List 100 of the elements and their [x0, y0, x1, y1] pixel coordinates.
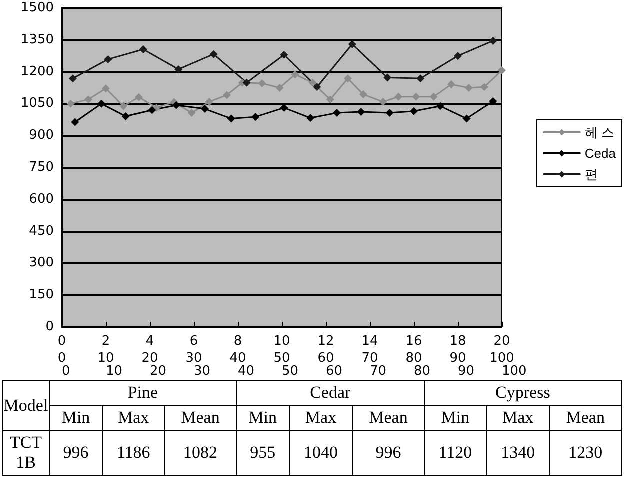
point: [359, 90, 368, 99]
text: 40: [230, 351, 246, 366]
x2-tick-label: 100: [502, 364, 527, 379]
text: 10: [98, 351, 114, 366]
point: [210, 50, 218, 58]
point: [394, 92, 403, 101]
point: [227, 114, 236, 123]
point: [498, 66, 506, 75]
point: [480, 83, 488, 92]
x-tick-label: 2: [102, 334, 110, 349]
y-tick-label: 450: [29, 224, 54, 239]
text: Min: [424, 406, 486, 430]
point: [242, 78, 251, 87]
point: [102, 84, 110, 93]
point: [280, 51, 288, 59]
point: [412, 92, 420, 101]
point: [308, 78, 317, 87]
point: [205, 98, 214, 106]
text: 70: [362, 351, 378, 366]
text: TCT 1B: [2, 430, 50, 476]
text: 90: [450, 351, 466, 366]
x-tick-label: 20: [494, 334, 510, 349]
x-tick-label: 0: [58, 334, 66, 349]
text: Mean: [164, 406, 236, 430]
point: [462, 114, 471, 123]
y-tick-label: 300: [29, 256, 54, 271]
point: [386, 109, 394, 118]
text: 1040: [289, 430, 353, 476]
text: 0: [58, 351, 66, 366]
text: 50: [274, 351, 290, 366]
point: [276, 84, 284, 92]
text: 996: [50, 430, 103, 476]
point: [69, 74, 77, 83]
y-tick-label: 600: [29, 192, 54, 207]
point: [174, 65, 183, 74]
point: [223, 91, 231, 100]
legend-label: 편: [584, 167, 598, 182]
point: [384, 74, 392, 82]
point: [139, 45, 148, 54]
point: [291, 70, 300, 79]
point: [66, 100, 75, 108]
text: 30: [186, 351, 202, 366]
text: Max: [289, 406, 353, 430]
text: Max: [486, 406, 550, 430]
x2-tick-label: 80: [414, 364, 431, 379]
point: [416, 74, 425, 83]
y-tick-label: 1050: [20, 96, 54, 112]
point: [430, 92, 438, 101]
text: 60: [318, 351, 334, 366]
y-tick-label: 1350: [20, 32, 54, 48]
x2-tick-label: 20: [150, 364, 167, 379]
point: [84, 96, 92, 104]
point: [489, 36, 498, 45]
point: [122, 112, 130, 120]
text: 1230: [550, 430, 622, 476]
x2-tick-label: 40: [238, 364, 255, 379]
text: 996: [352, 430, 424, 476]
text: Cedar: [236, 380, 424, 406]
text: 1120: [424, 430, 486, 476]
point: [454, 52, 462, 60]
x-tick-label: 10: [274, 334, 290, 349]
point: [104, 55, 112, 64]
point: [148, 106, 156, 114]
text: Min: [236, 406, 290, 430]
point: [135, 93, 143, 102]
x-tick-label: 16: [406, 334, 422, 349]
x2-tick-label: 50: [282, 364, 299, 379]
text: Mean: [352, 406, 424, 430]
point: [71, 118, 80, 126]
y-tick-label: 0: [46, 320, 54, 334]
text: 1340: [486, 430, 550, 476]
point: [252, 113, 260, 122]
legend-label: 헤 스: [584, 125, 615, 140]
text: Cypress: [424, 380, 622, 406]
point: [344, 74, 352, 83]
text: Mean: [550, 406, 622, 430]
point: [447, 80, 456, 89]
text: Model: [2, 380, 50, 430]
text: 100: [490, 351, 514, 366]
point: [436, 102, 444, 110]
x2-tick-label: 0: [62, 364, 70, 379]
text: Min: [50, 406, 103, 430]
text: 20: [142, 351, 158, 366]
point: [333, 109, 341, 118]
x2-tick-label: 30: [194, 364, 211, 379]
point: [258, 79, 266, 88]
point: [357, 108, 366, 116]
x2-tick-label: 90: [458, 364, 475, 379]
point: [326, 96, 334, 104]
point: [489, 97, 498, 106]
point: [465, 84, 473, 92]
x-tick-label: 4: [146, 334, 154, 349]
point: [188, 109, 196, 118]
point: [313, 83, 322, 92]
x-tick-label: 18: [450, 334, 466, 349]
y-tick-label: 900: [29, 128, 54, 144]
point: [348, 40, 356, 48]
legend-label: Ceda: [584, 146, 617, 161]
y-tick-label: 1500: [20, 0, 54, 16]
point: [306, 114, 315, 122]
